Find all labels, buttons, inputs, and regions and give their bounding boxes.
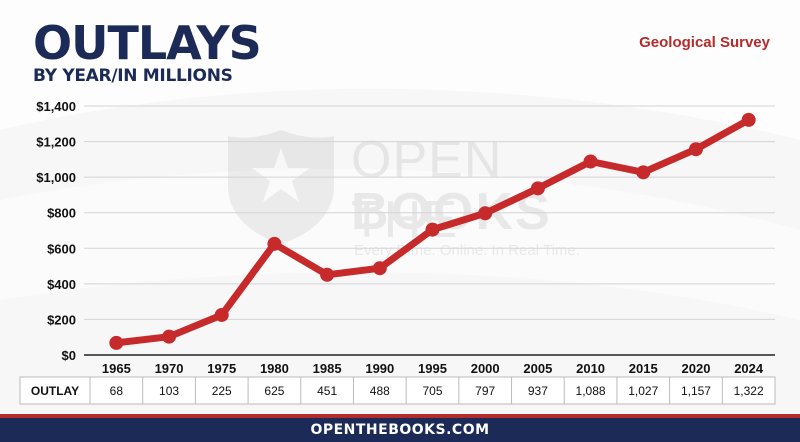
- data-point: [109, 335, 124, 350]
- data-point: [688, 142, 703, 157]
- x-tick-label: 1995: [418, 361, 447, 376]
- data-point: [741, 112, 756, 127]
- table-cell: 1,088: [576, 384, 606, 398]
- footer-site-link[interactable]: OPENTHEBOOKS.COM: [310, 422, 490, 438]
- watermark-line2: BOOKS: [351, 183, 552, 241]
- watermark: OPEN THE BOOKS Every Dime. Online. In Re…: [226, 126, 586, 266]
- x-tick-label: 1990: [365, 361, 394, 376]
- table-frame: [19, 376, 776, 405]
- x-tick-label: 1975: [207, 361, 236, 376]
- x-tick-label: 1965: [102, 361, 131, 376]
- y-tick-label: $0: [62, 348, 76, 363]
- table-cell: 797: [475, 384, 495, 398]
- x-tick-label: 1985: [313, 361, 342, 376]
- x-tick-label: 1970: [155, 361, 184, 376]
- shield-logo-icon: [228, 130, 334, 244]
- data-point: [425, 222, 440, 237]
- y-tick-label: $400: [47, 277, 76, 292]
- table-cell: 103: [159, 384, 179, 398]
- table-cell: 68: [110, 384, 124, 398]
- x-tick-label: 2024: [734, 361, 764, 376]
- y-tick-label: $600: [47, 241, 76, 256]
- x-tick-label: 2000: [471, 361, 500, 376]
- x-tick-label: 2010: [576, 361, 605, 376]
- table-cell: 488: [370, 384, 390, 398]
- table-cell: 1,322: [734, 384, 764, 398]
- page-title: OUTLAYS: [33, 16, 262, 70]
- footer-bar: OPENTHEBOOKS.COM: [0, 414, 800, 442]
- table-cell: 1,027: [628, 384, 658, 398]
- data-point: [636, 165, 651, 180]
- table-row-label: OUTLAY: [31, 384, 79, 398]
- y-tick-label: $1,200: [36, 135, 76, 150]
- y-tick-label: $1,000: [36, 170, 76, 185]
- data-point: [530, 181, 545, 196]
- data-point: [320, 267, 335, 282]
- data-point: [267, 236, 282, 251]
- y-tick-label: $1,400: [36, 99, 76, 114]
- page-subtitle: BY YEAR/IN MILLIONS: [33, 66, 233, 86]
- x-tick-label: 2015: [629, 361, 658, 376]
- table-cell: 625: [264, 384, 284, 398]
- agency-label: Geological Survey: [639, 34, 770, 51]
- table-cell: 705: [422, 384, 442, 398]
- x-tick-label: 1980: [260, 361, 289, 376]
- data-point: [478, 206, 493, 221]
- data-point: [372, 261, 387, 276]
- x-tick-label: 2005: [523, 361, 552, 376]
- data-point: [162, 329, 177, 344]
- table-cell: 1,157: [681, 384, 711, 398]
- table-cell: 937: [528, 384, 548, 398]
- data-point: [214, 307, 229, 322]
- watermark-line1: OPEN THE: [351, 131, 503, 249]
- data-point: [583, 154, 598, 169]
- x-tick-label: 2020: [682, 361, 711, 376]
- table-cell: 451: [317, 384, 337, 398]
- table-cell: 225: [212, 384, 232, 398]
- outlay-table: OUTLAY 68 103 225 625 451 488 705 797 937 1,088 1,0…: [19, 376, 776, 405]
- y-tick-label: $200: [47, 312, 76, 327]
- y-tick-label: $800: [47, 206, 76, 221]
